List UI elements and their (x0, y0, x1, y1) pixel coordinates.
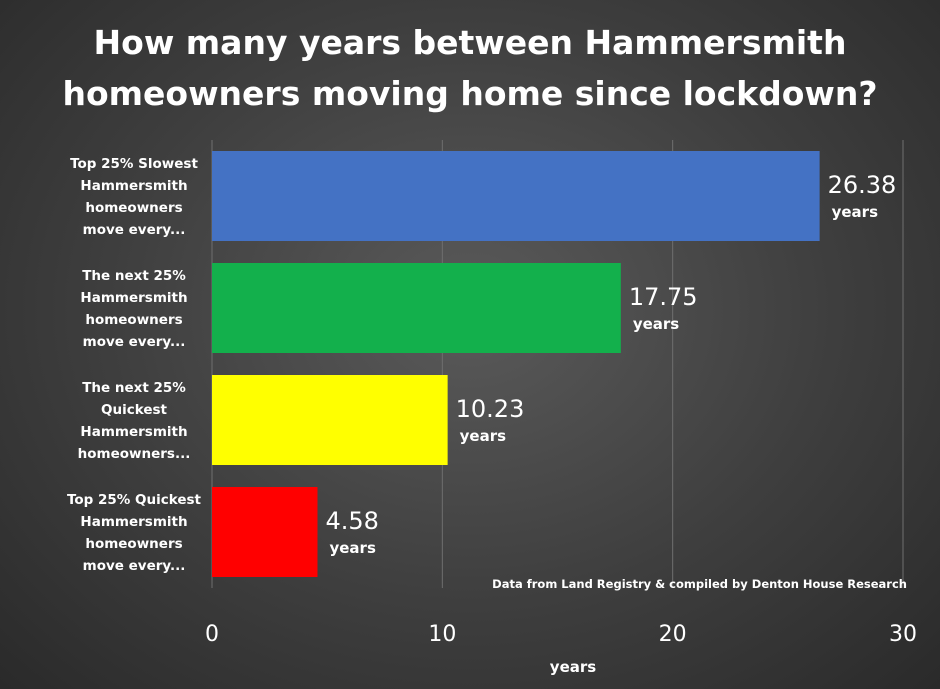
value-labels: 26.38 years 17.75 years 10.23 years 4.58 years (325, 171, 896, 557)
chart-title-line-2: homeowners moving home since lockdown? (62, 74, 877, 113)
category-label-line: homeowners (85, 536, 182, 552)
category-label-line: The next 25% (82, 268, 186, 284)
category-label: The next 25% Quickest Hammersmith homeowner… (78, 380, 191, 462)
category-label: Top 25% Quickest Hammersmith homeowners mov… (67, 492, 202, 574)
chart-title-line-1: How many years between Hammersmith (94, 23, 847, 62)
x-tick-label: 20 (659, 622, 687, 647)
category-label-line: Top 25% Quickest (67, 492, 202, 508)
category-label-line: move every... (83, 222, 186, 238)
value-unit-label: years (329, 539, 375, 557)
value-label: 17.75 (629, 283, 698, 311)
x-tick-label: 10 (428, 622, 456, 647)
bar (212, 487, 318, 577)
value-label: 26.38 (828, 171, 897, 199)
value-unit-label: years (633, 315, 679, 333)
category-label-line: Quickest (101, 402, 168, 418)
bars (212, 151, 820, 577)
category-label: Top 25% Slowest Hammersmith homeowners move… (70, 156, 198, 238)
bar (212, 375, 448, 465)
chart-title: How many years between Hammersmith homeo… (62, 23, 877, 113)
category-label-line: Hammersmith (80, 424, 187, 440)
x-axis-label: years (550, 658, 596, 676)
category-label-line: move every... (83, 334, 186, 350)
category-label: The next 25% Hammersmith homeowners move ev… (80, 268, 187, 350)
category-label-line: Top 25% Slowest (70, 156, 198, 172)
category-labels: Top 25% Slowest Hammersmith homeowners move… (67, 156, 202, 574)
category-label-line: Hammersmith (80, 178, 187, 194)
category-label-line: Hammersmith (80, 514, 187, 530)
value-unit-label: years (460, 427, 506, 445)
x-tick-label: 0 (205, 622, 219, 647)
category-label-line: Hammersmith (80, 290, 187, 306)
source-note: Data from Land Registry & compiled by De… (492, 577, 907, 591)
value-label: 10.23 (456, 395, 525, 423)
category-label-line: homeowners (85, 200, 182, 216)
category-label-line: The next 25% (82, 380, 186, 396)
x-axis-ticks: 0 10 20 30 (205, 622, 917, 647)
value-unit-label: years (832, 203, 878, 221)
x-tick-label: 30 (889, 622, 917, 647)
bar (212, 151, 820, 241)
category-label-line: move every... (83, 558, 186, 574)
bar (212, 263, 621, 353)
value-label: 4.58 (325, 507, 378, 535)
category-label-line: homeowners... (78, 446, 191, 462)
category-label-line: homeowners (85, 312, 182, 328)
